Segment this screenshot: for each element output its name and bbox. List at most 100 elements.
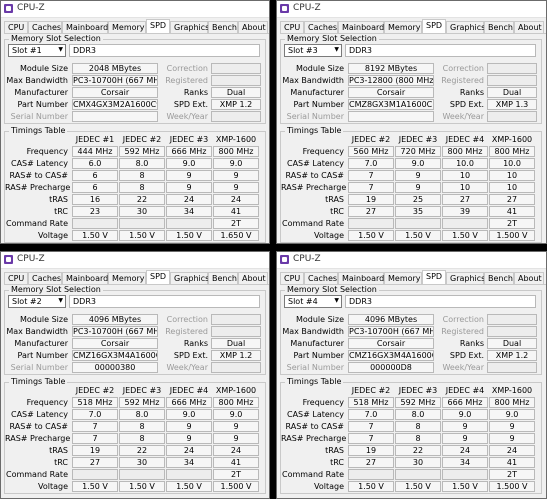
cpuz-window-2: CPU-Z CPU Caches Mainboard Memory SPD Gr… [276,0,547,244]
trc-value: 39 [442,206,488,217]
command-rate-value [166,218,212,229]
memory-slot-selection-group: Memory Slot Selection Slot #4 ▼ DDR3 Mod… [280,285,542,375]
tab-memory[interactable]: Memory [108,21,146,33]
slot-select[interactable]: Slot #1 ▼ [8,44,66,57]
part-number-value: CMX4GX3M2A1600C9 [72,99,158,110]
tras-value: 25 [395,194,441,205]
title-bar[interactable]: CPU-Z [277,252,546,269]
tab-memory[interactable]: Memory [108,272,146,284]
tab-mainboard[interactable]: Mainboard [338,21,384,33]
tab-graphics[interactable]: Graphics [170,21,209,33]
title-bar[interactable]: CPU-Z [277,1,546,18]
ranks-label: Ranks [183,88,208,97]
week-year-value [211,362,261,373]
tras-value: 19 [348,445,394,456]
ras-to-cas-value: 8 [119,421,165,432]
voltage-value: 1.50 V [72,481,118,492]
cpuz-app-icon [280,255,289,264]
module-size-value: 4096 MBytes [348,314,434,325]
manufacturer-value: Corsair [348,338,434,349]
tab-bench[interactable]: Bench [208,272,238,284]
memory-slot-selection-group: Memory Slot Selection Slot #1 ▼ DDR3 Mod… [4,34,266,124]
slot-select[interactable]: Slot #4 ▼ [284,295,342,308]
slot-select[interactable]: Slot #2 ▼ [8,295,66,308]
tab-graphics[interactable]: Graphics [446,272,485,284]
tab-caches[interactable]: Caches [28,21,62,33]
part-number-label: Part Number [17,100,68,109]
tab-graphics[interactable]: Graphics [446,21,485,33]
ras-precharge-value: 8 [119,433,165,444]
voltage-value: 1.50 V [442,481,488,492]
spd-ext-label: SPD Ext. [173,351,208,360]
command-rate-value [119,469,165,480]
tab-bar: CPU Caches Mainboard Memory SPD Graphics… [4,270,269,285]
title-bar[interactable]: CPU-Z [1,252,269,269]
tab-cpu[interactable]: CPU [4,21,28,33]
tab-mainboard[interactable]: Mainboard [62,272,108,284]
max-bandwidth-value: PC3-10700H (667 MHz) [72,75,158,86]
correction-label: Correction [166,64,208,73]
chevron-down-icon: ▼ [334,46,339,53]
window-title: CPU-Z [293,254,321,264]
window-title: CPU-Z [293,3,321,13]
tab-spd[interactable]: SPD [422,19,446,33]
trc-label: tRC [54,207,68,216]
tab-caches[interactable]: Caches [304,272,338,284]
cas-latency-label: CAS# Latency [10,159,68,168]
max-bandwidth-label: Max Bandwidth [282,76,344,85]
title-bar[interactable]: CPU-Z [1,1,269,18]
timing-column-header: JEDEC #2 [122,135,162,144]
tab-cpu[interactable]: CPU [280,21,304,33]
tab-about[interactable]: About [514,21,544,33]
timings-table-group: Timings Table JEDEC #1 JEDEC #2 JEDEC #3 XM… [4,126,266,243]
tab-about[interactable]: About [238,272,268,284]
tab-caches[interactable]: Caches [304,21,338,33]
window-title: CPU-Z [17,3,45,13]
ras-precharge-value: 6 [72,182,118,193]
tab-graphics[interactable]: Graphics [170,272,209,284]
tab-spd[interactable]: SPD [146,270,170,284]
command-rate-value [348,218,394,229]
tab-spd[interactable]: SPD [146,19,170,33]
trc-value: 27 [348,457,394,468]
timing-column-header: JEDEC #1 [75,135,115,144]
tab-cpu[interactable]: CPU [280,272,304,284]
ras-to-cas-value: 9 [213,170,259,181]
tab-memory[interactable]: Memory [384,272,422,284]
tab-about[interactable]: About [238,21,268,33]
voltage-value: 1.500 V [489,230,535,241]
cpuz-window-1: CPU-Z CPU Caches Mainboard Memory SPD Gr… [0,0,270,244]
cas-latency-value: 9.0 [166,409,212,420]
timing-column-header: JEDEC #4 [445,135,485,144]
tab-bench[interactable]: Bench [208,21,238,33]
module-size-value: 8192 MBytes [348,63,434,74]
tab-caches[interactable]: Caches [28,272,62,284]
trc-value: 30 [119,206,165,217]
trc-value: 34 [166,457,212,468]
tab-mainboard[interactable]: Mainboard [338,272,384,284]
tab-memory[interactable]: Memory [384,21,422,33]
trc-value: 41 [489,206,535,217]
trc-value: 30 [119,457,165,468]
tab-cpu[interactable]: CPU [4,272,28,284]
frequency-value: 592 MHz [395,397,441,408]
voltage-label: Voltage [313,482,344,491]
cas-latency-value: 7.0 [348,409,394,420]
timing-column-header: XMP-1600 [215,135,257,144]
ras-to-cas-value: 9 [166,170,212,181]
tras-value: 24 [166,194,212,205]
timing-column-header: JEDEC #2 [351,135,391,144]
cpuz-window-4: CPU-Z CPU Caches Mainboard Memory SPD Gr… [276,251,547,499]
tab-spd[interactable]: SPD [422,270,446,284]
tab-bench[interactable]: Bench [484,272,514,284]
registered-value [211,75,261,86]
frequency-label: Frequency [302,147,344,156]
tab-about[interactable]: About [514,272,544,284]
tab-mainboard[interactable]: Mainboard [62,21,108,33]
timing-column-header: JEDEC #2 [75,386,115,395]
timings-table-group: Timings Table JEDEC #2 JEDEC #3 JEDEC #4 XM… [4,377,266,494]
slot-select[interactable]: Slot #3 ▼ [284,44,342,57]
cas-latency-value: 9.0 [166,158,212,169]
tab-bench[interactable]: Bench [484,21,514,33]
memory-type-field: DDR3 [345,295,536,308]
